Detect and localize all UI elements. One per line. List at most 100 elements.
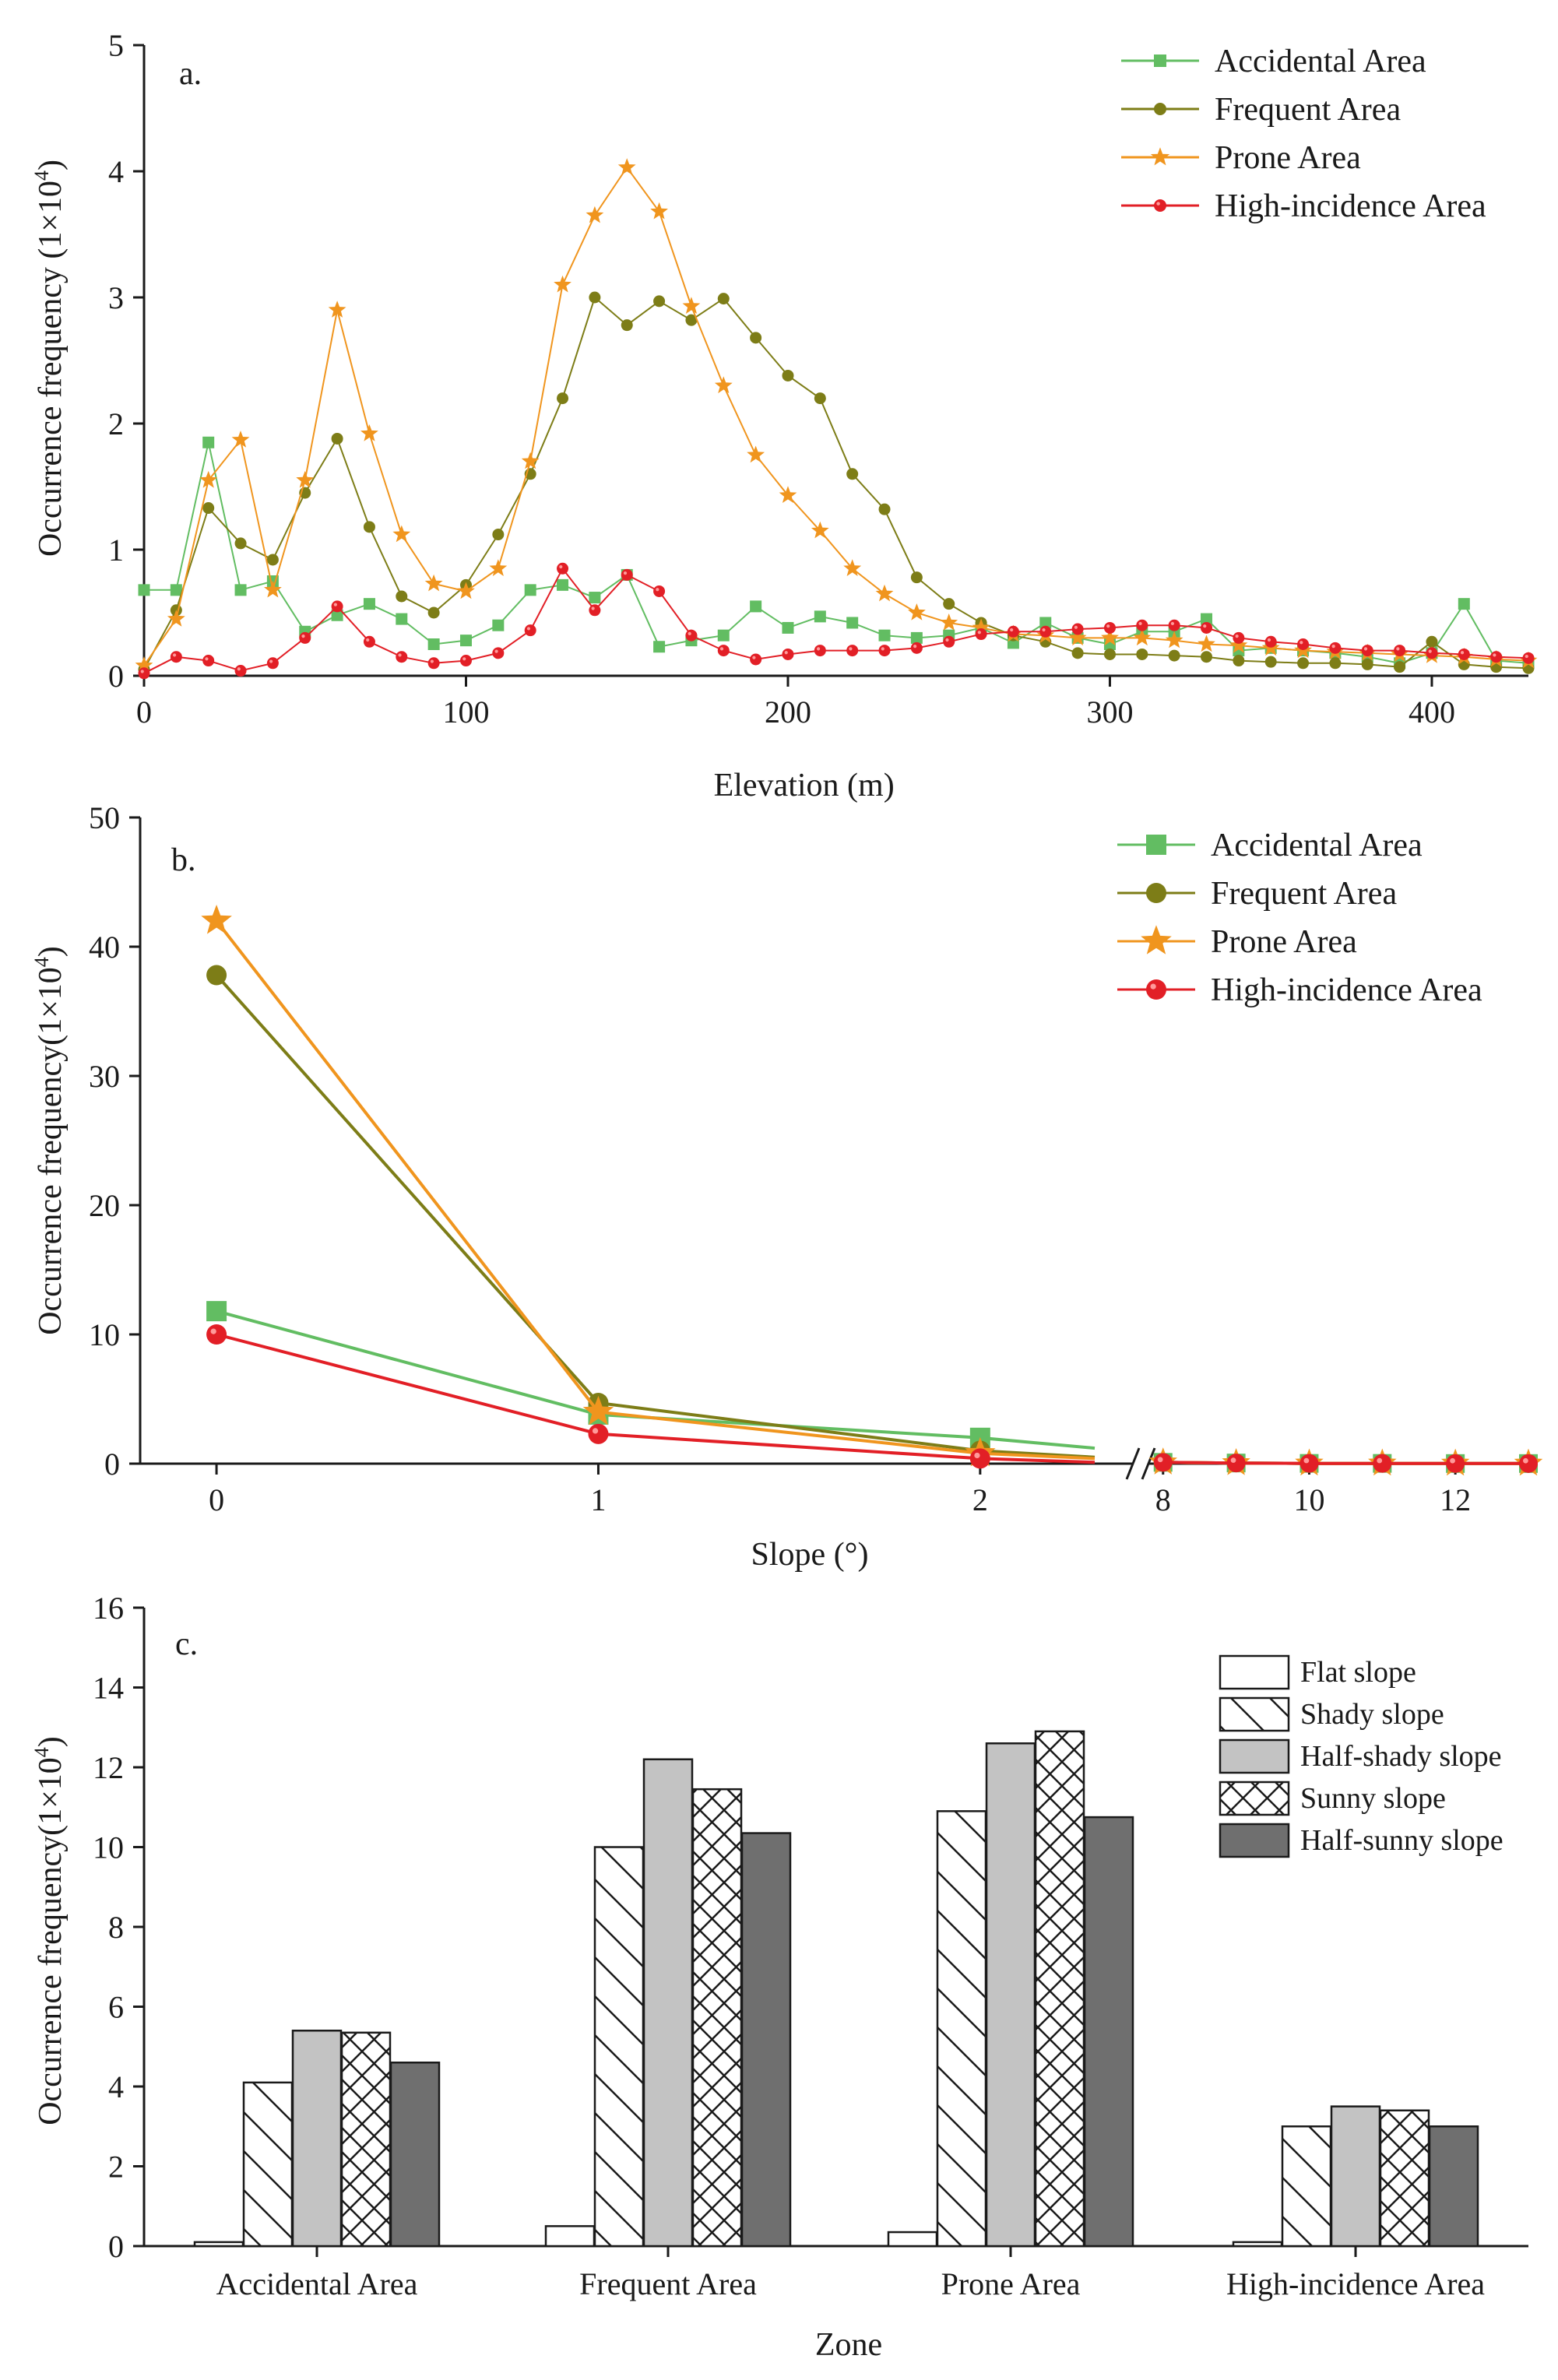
point-a-accidental bbox=[427, 638, 440, 650]
point-a-frequent bbox=[1297, 657, 1310, 670]
point-a-prone bbox=[199, 470, 218, 488]
y-tick-label-c-16: 16 bbox=[93, 1591, 124, 1626]
point-a-prone bbox=[489, 559, 508, 576]
point-a-frequent bbox=[1426, 635, 1438, 648]
point-a-high-highlight bbox=[140, 670, 144, 673]
point-a-high bbox=[1426, 647, 1438, 659]
point-a-high-body bbox=[846, 645, 859, 657]
y-axis-title-c-sup: 4 bbox=[30, 1747, 53, 1757]
point-a-high-body bbox=[975, 628, 987, 641]
point-a-high bbox=[524, 624, 536, 637]
point-a-high-highlight bbox=[269, 659, 273, 663]
bar-sunny bbox=[1379, 2109, 1430, 2248]
y-axis-title-a: Occurrence frequency (1×104) bbox=[30, 160, 69, 557]
line-a-prone bbox=[143, 166, 1529, 666]
point-a-frequent bbox=[1329, 657, 1342, 670]
legend-marker-high-highlight bbox=[1156, 202, 1160, 206]
point-a-prone bbox=[1068, 628, 1087, 646]
point-a-prone bbox=[714, 376, 733, 394]
point-a-high-body bbox=[1297, 638, 1310, 650]
point-a-high-highlight bbox=[237, 667, 241, 671]
bar-half_sunny bbox=[389, 2062, 441, 2248]
legend-swatch-flat bbox=[1219, 1654, 1290, 1690]
point-b-high-highlight bbox=[210, 1328, 216, 1334]
point-b-high bbox=[1153, 1453, 1173, 1472]
point-a-accidental bbox=[363, 598, 375, 610]
point-a-high-highlight bbox=[1010, 628, 1014, 632]
point-a-prone bbox=[747, 445, 765, 463]
point-a-prone bbox=[424, 574, 443, 592]
y-tick-label-b-40: 40 bbox=[89, 930, 120, 965]
y-axis-title-b-close: ) bbox=[33, 946, 69, 957]
point-a-high bbox=[717, 645, 730, 657]
bar-group-2 bbox=[887, 1730, 1134, 2248]
point-a-prone bbox=[135, 656, 153, 673]
point-b-high-body bbox=[1519, 1454, 1538, 1473]
point-a-frequent bbox=[782, 369, 794, 381]
legend-marker-high-body bbox=[1154, 199, 1166, 212]
point-b-high-highlight bbox=[1303, 1457, 1310, 1464]
bar-half_sunny bbox=[1428, 2125, 1479, 2248]
bar-sunny bbox=[691, 1788, 743, 2248]
point-a-high-highlight bbox=[881, 647, 885, 651]
bar-shady bbox=[936, 1810, 987, 2248]
x-axis-title-a: Elevation (m) bbox=[714, 768, 895, 803]
point-a-frequent bbox=[1264, 656, 1277, 668]
point-a-high bbox=[1007, 625, 1019, 638]
point-a-high-body bbox=[621, 568, 633, 581]
legend-item-sunny: Sunny slope bbox=[1219, 1781, 1446, 1816]
point-b-high bbox=[206, 1324, 227, 1345]
point-a-high-highlight bbox=[366, 638, 370, 642]
point-a-high-body bbox=[1329, 642, 1342, 654]
point-b-frequent bbox=[206, 965, 227, 986]
x-tick-label-a-0: 0 bbox=[136, 694, 152, 729]
legend-item-half_sunny: Half-sunny slope bbox=[1219, 1823, 1503, 1858]
point-a-accidental bbox=[1458, 598, 1470, 610]
y-tick-label-c-2: 2 bbox=[108, 2150, 124, 2185]
point-a-accidental bbox=[202, 436, 215, 448]
point-a-prone bbox=[392, 525, 411, 543]
bar-shady bbox=[242, 2081, 294, 2248]
point-b-high-body bbox=[969, 1448, 990, 1469]
point-b-prone bbox=[582, 1395, 614, 1426]
y-tick-label-a-1: 1 bbox=[108, 533, 124, 568]
point-a-high-highlight bbox=[752, 656, 756, 659]
series-b-high bbox=[206, 1324, 1538, 1473]
y-tick-label-a-2: 2 bbox=[108, 406, 124, 441]
point-a-frequent bbox=[427, 606, 440, 619]
point-a-frequent bbox=[910, 571, 923, 584]
y-axis-title-a-close: ) bbox=[33, 160, 69, 171]
point-a-prone bbox=[908, 603, 926, 620]
y-tick-label-b-50: 50 bbox=[89, 800, 120, 835]
point-a-frequent bbox=[653, 295, 666, 308]
point-a-accidental bbox=[492, 619, 505, 631]
point-a-high-body bbox=[138, 667, 150, 680]
point-a-high bbox=[1458, 648, 1470, 660]
legend-marker-frequent bbox=[1154, 103, 1166, 115]
point-a-accidental bbox=[846, 617, 859, 629]
point-a-high-body bbox=[202, 655, 215, 667]
point-a-high-body bbox=[1136, 619, 1148, 631]
point-a-high-highlight bbox=[1203, 624, 1207, 628]
legend-item-accidental: Accidental Area bbox=[1117, 828, 1423, 863]
point-a-high-highlight bbox=[1138, 621, 1142, 626]
point-a-high bbox=[685, 629, 698, 642]
y-axis-title-a-sup: 4 bbox=[30, 171, 53, 181]
legend-c: Flat slope Shady slope Half-shady slope Sun… bbox=[1219, 1654, 1503, 1858]
point-a-high bbox=[459, 655, 472, 667]
point-a-high-highlight bbox=[1042, 628, 1046, 632]
legend-label-high: High-incidence Area bbox=[1215, 188, 1486, 224]
point-a-high-highlight bbox=[1074, 625, 1078, 629]
point-a-high-body bbox=[782, 648, 794, 660]
point-a-frequent bbox=[685, 314, 698, 326]
point-a-high-highlight bbox=[1428, 649, 1432, 653]
point-a-frequent bbox=[717, 293, 730, 305]
point-a-high-highlight bbox=[494, 649, 498, 653]
point-a-frequent bbox=[202, 502, 215, 515]
point-a-high bbox=[138, 667, 150, 680]
point-a-prone bbox=[586, 206, 604, 223]
legend-label-flat: Flat slope bbox=[1300, 1656, 1416, 1689]
legend-marker-high bbox=[1146, 979, 1166, 1000]
point-a-high bbox=[331, 600, 343, 613]
panel-label-a: a. bbox=[179, 56, 202, 92]
